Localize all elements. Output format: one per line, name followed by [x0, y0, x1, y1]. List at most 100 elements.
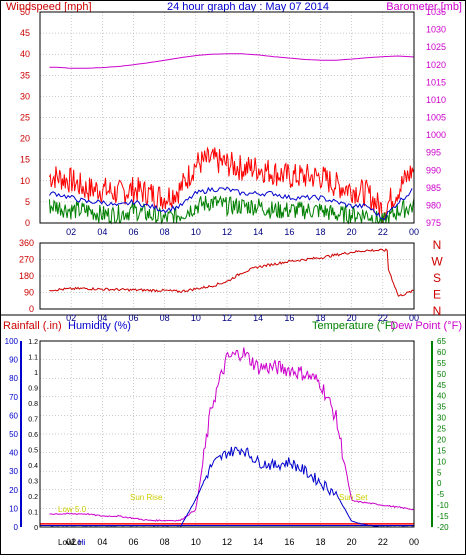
temperature-tick-label: -15 [437, 512, 449, 521]
wind-time-tick-label: 08 [160, 227, 170, 237]
humidity-tick-label: 50 [9, 430, 18, 439]
wind-y-tick-label: 30 [20, 91, 30, 101]
wind-y-tick-label: 15 [20, 155, 30, 165]
dir-y-tick-label: 180 [19, 271, 34, 281]
temperature-tick-label: -10 [437, 501, 449, 510]
rain-tick-label: 0.7 [28, 417, 38, 424]
temperature-tick-label: 10 [437, 457, 446, 466]
wind-time-tick-label: 06 [128, 227, 138, 237]
annotation-sunset: Sun Set [339, 493, 368, 502]
compass-label: E [433, 288, 441, 302]
rain-tick-label: 1.1 [28, 355, 38, 362]
dir-y-tick-label: 90 [24, 288, 34, 298]
compass-label: N [433, 304, 442, 318]
wind-avg-series [48, 186, 413, 221]
dir-time-tick-label: 20 [347, 313, 357, 323]
wind-y-tick-label: 50 [20, 7, 30, 17]
rainfall-axis-title: Rainfall (.in) [3, 320, 62, 332]
dir-y-tick-label: 360 [19, 238, 34, 248]
wind-min-series [48, 195, 415, 225]
dir-time-tick-label: 06 [128, 313, 138, 323]
wind-y-tick-label: 40 [20, 49, 30, 59]
chart-title: 24 hour graph day : May 07 2014 [167, 1, 329, 13]
temperature-tick-label: 50 [437, 370, 446, 379]
temperature-tick-label: 30 [437, 414, 446, 423]
wind-y-tick-label: 45 [20, 28, 30, 38]
wind-y-tick-label: 35 [20, 70, 30, 80]
barometer-series [49, 53, 415, 69]
lower-time-tick-label: 20 [347, 537, 357, 547]
wind-time-tick-label: 12 [222, 227, 232, 237]
lower-time-tick-label: 00 [409, 537, 419, 547]
lower-plot-frame [39, 340, 415, 528]
compass-label: S [433, 271, 441, 285]
humidity-tick-label: 0 [14, 523, 19, 532]
dir-y-tick-label: 0 [29, 304, 34, 314]
axes-layer [20, 11, 433, 528]
temperature-series [49, 347, 414, 522]
dir-y-tick-label: 270 [19, 255, 34, 265]
barometer-tick-label: 1005 [426, 113, 446, 123]
rain-tick-label: 0.5 [28, 448, 38, 455]
barometer-tick-label: 1015 [426, 77, 446, 87]
lower-time-tick-label: 06 [128, 537, 138, 547]
dir-time-tick-label: 02 [66, 313, 76, 323]
wind-time-tick-label: 10 [191, 227, 201, 237]
compass-label: W [431, 255, 443, 269]
humidity-tick-label: 70 [9, 393, 18, 402]
wind-time-tick-label: 16 [284, 227, 294, 237]
barometer-tick-label: 985 [426, 183, 441, 193]
barometer-axis-title: Barometer [mb] [386, 1, 462, 13]
dir-time-tick-label: 18 [315, 313, 325, 323]
annotation-low-left: Low 5.0 [58, 505, 87, 514]
rain-tick-label: 0.2 [28, 494, 38, 501]
dir-time-tick-label: 04 [97, 313, 107, 323]
temperature-tick-label: -5 [437, 490, 445, 499]
rain-tick-label: 0 [34, 525, 38, 532]
annotation-bottom-low: LowLo [58, 538, 82, 547]
temperature-tick-label: 60 [437, 348, 446, 357]
wind-plot-frame [39, 11, 415, 224]
lower-time-tick-label: 22 [378, 537, 388, 547]
windspeed-axis-title: Windspeed [mph] [6, 1, 92, 13]
wind-y-tick-label: 25 [20, 113, 30, 123]
rain-tick-label: 0.6 [28, 432, 38, 439]
lower-time-tick-label: 16 [284, 537, 294, 547]
rain-tick-label: 0.8 [28, 401, 38, 408]
barometer-tick-label: 1025 [426, 42, 446, 52]
humidity-tick-label: 10 [9, 504, 18, 513]
barometer-tick-label: 990 [426, 165, 441, 175]
wind-time-tick-label: 00 [409, 227, 419, 237]
wind-time-tick-label: 14 [253, 227, 263, 237]
dir-time-tick-label: 10 [191, 313, 201, 323]
barometer-tick-label: 1035 [426, 7, 446, 17]
temperature-tick-label: 55 [437, 359, 446, 368]
temperature-tick-label: 25 [437, 425, 446, 434]
barometer-tick-label: 1010 [426, 95, 446, 105]
humidity-tick-label: 20 [9, 486, 18, 495]
rain-tick-label: 1 [34, 370, 38, 377]
temperature-tick-label: 20 [437, 435, 446, 444]
temperature-tick-label: 45 [437, 381, 446, 390]
dir-plot-frame [39, 242, 415, 310]
humidity-tick-label: 80 [9, 374, 18, 383]
lower-time-tick-label: 12 [222, 537, 232, 547]
temperature-tick-label: 0 [437, 479, 442, 488]
barometer-tick-label: 1020 [426, 60, 446, 70]
rain-tick-label: 1.2 [28, 339, 38, 346]
temperature-tick-label: -20 [437, 523, 449, 532]
dir-time-tick-label: 00 [409, 313, 419, 323]
compass-label: N [433, 238, 442, 252]
rain-tick-label: 0.3 [28, 479, 38, 486]
barometer-tick-label: 980 [426, 200, 441, 210]
lower-time-tick-label: 04 [97, 537, 107, 547]
temperature-axis-title: Temperature (°F) [312, 320, 395, 332]
rain-tick-label: 0.1 [28, 510, 38, 517]
wind-time-tick-label: 02 [66, 227, 76, 237]
temperature-tick-label: 40 [437, 392, 446, 401]
lower-time-tick-label: 08 [160, 537, 170, 547]
dir-time-tick-label: 14 [253, 313, 263, 323]
rain-tick-label: 0.4 [28, 463, 38, 470]
temperature-tick-label: 65 [437, 337, 446, 346]
